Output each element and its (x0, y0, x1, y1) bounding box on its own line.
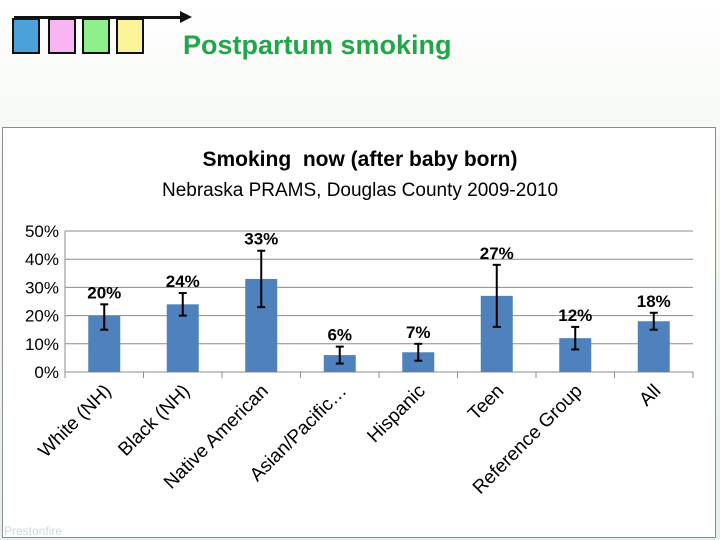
data-label: 20% (87, 283, 121, 302)
y-tick-label: 40% (25, 250, 59, 269)
y-tick-label: 30% (25, 278, 59, 297)
y-tick-label: 50% (25, 222, 59, 241)
y-tick-label: 10% (25, 335, 59, 354)
x-category-label: All (635, 381, 665, 411)
arrow-head-icon (180, 11, 192, 23)
y-tick-label: 0% (34, 363, 59, 382)
slide-title: Postpartum smoking (183, 30, 452, 60)
y-tick-label: 20% (25, 307, 59, 326)
data-label: 12% (558, 306, 592, 325)
yellow-square (116, 18, 144, 54)
data-label: 27% (480, 244, 514, 263)
x-category-label: Black (NH) (114, 381, 194, 461)
x-category-label: Teen (464, 381, 508, 425)
data-label: 33% (244, 230, 278, 249)
data-label: 18% (637, 292, 671, 311)
chart-container: Smoking now (after baby born) Nebraska P… (2, 127, 716, 538)
chart-title: Smoking now (after baby born) (202, 148, 517, 171)
arrow-line (14, 16, 184, 19)
x-category-label: White (NH) (35, 381, 116, 462)
bar (402, 352, 435, 372)
watermark: Prestonfire (4, 524, 63, 538)
chart-subtitle: Nebraska PRAMS, Douglas County 2009-2010 (162, 180, 558, 201)
green-square (82, 18, 110, 54)
blue-square (12, 18, 40, 54)
data-label: 7% (406, 323, 431, 342)
color-squares-arrow (12, 11, 192, 56)
data-label: 24% (166, 272, 200, 291)
x-category-label: Hispanic (363, 381, 429, 447)
bar-chart: Smoking now (after baby born) Nebraska P… (25, 148, 694, 499)
pink-square (48, 18, 76, 54)
data-label: 6% (327, 326, 352, 345)
